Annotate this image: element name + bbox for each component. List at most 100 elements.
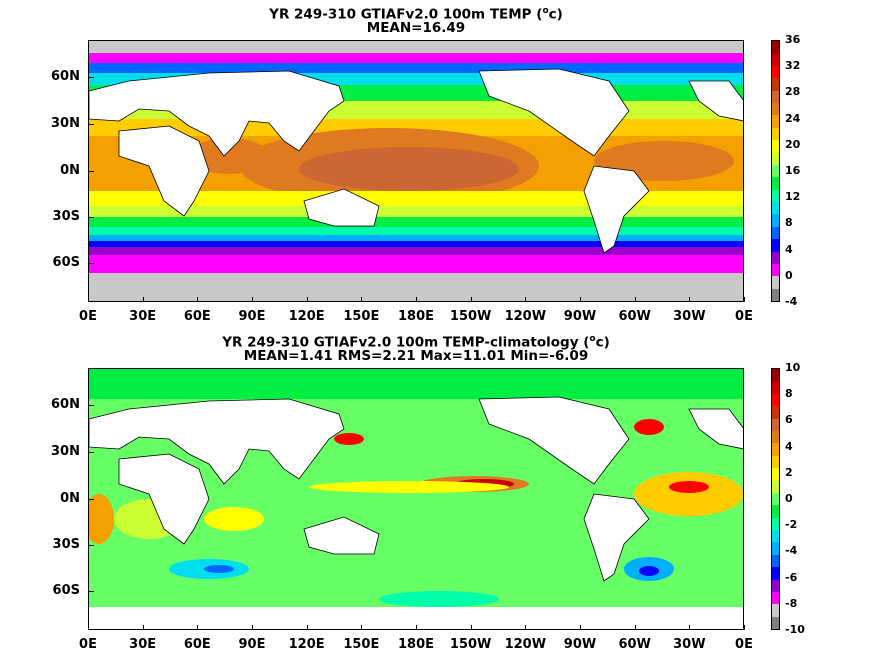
colorbar-tick-label: 8 (785, 216, 793, 230)
lon-label: 0E (735, 309, 753, 324)
lon-tick (252, 297, 253, 302)
lat-tick (88, 452, 94, 453)
lon-label: 90E (238, 309, 266, 324)
lon-tick (306, 297, 308, 302)
lat-tick (88, 124, 94, 125)
lat-label: 60N (51, 69, 80, 84)
lat-label: 30N (51, 116, 80, 131)
lat-tick (88, 77, 94, 78)
lon-label: 60W (618, 309, 651, 324)
lon-label: 60E (183, 309, 211, 324)
lon-label: 150W (449, 637, 492, 652)
lon-label: 180E (397, 309, 435, 324)
colorbar-tick-label: -4 (785, 544, 798, 558)
colorbar-tick-label: 4 (785, 242, 793, 256)
lon-tick (470, 625, 472, 630)
lon-label: 30W (673, 637, 706, 652)
lon-tick (361, 625, 363, 630)
lon-label: 0E (735, 637, 753, 652)
lat-tick (88, 499, 94, 500)
anomaly-colorbar (771, 368, 780, 630)
colorbar-tick-label: 10 (785, 361, 801, 374)
lat-tick (88, 217, 94, 218)
lon-label: 30W (673, 309, 706, 324)
lon-label: 90W (563, 309, 597, 324)
lat-tick (88, 545, 94, 546)
colorbar-tick-label: 6 (785, 413, 793, 427)
lon-tick (197, 297, 199, 302)
lon-tick (88, 625, 89, 630)
lon-tick (689, 625, 691, 630)
lon-label: 150W (449, 309, 492, 324)
lat-tick (88, 591, 94, 592)
lat-label: 0N (60, 491, 80, 506)
lon-label: 30E (129, 309, 157, 324)
panel2-title: YR 249-310 GTIAFv2.0 100m TEMP-climatolo… (222, 334, 610, 351)
colorbar-tick-label: 0 (785, 268, 793, 282)
lon-label: 60E (183, 637, 211, 652)
colorbar-tick-label: 12 (785, 190, 801, 204)
lon-tick (580, 297, 581, 302)
lat-tick (88, 405, 94, 406)
colorbar-tick-label: 2 (785, 465, 793, 479)
lat-label: 60S (52, 583, 80, 598)
lon-label: 150E (343, 637, 380, 652)
lon-label: 120E (288, 309, 325, 324)
lon-tick (142, 625, 144, 630)
lon-tick (306, 625, 308, 630)
colorbar-tick-label: -4 (785, 295, 798, 308)
lon-tick (744, 625, 745, 630)
lon-label: 120E (288, 637, 325, 652)
lon-tick (416, 297, 417, 302)
panel1-subtitle: MEAN=16.49 (366, 20, 466, 36)
lat-label: 30S (52, 537, 80, 552)
colorbar-tick-label: 16 (785, 164, 801, 177)
lon-tick (525, 625, 527, 630)
colorbar-tick-label: -8 (785, 596, 798, 610)
lon-label: 120W (504, 637, 547, 652)
lat-tick (88, 263, 94, 264)
colorbar-tick-label: 32 (785, 59, 801, 73)
colorbar-tick-label: 8 (785, 387, 793, 401)
lon-label: 120W (504, 309, 547, 324)
panel1-title: YR 249-310 GTIAFv2.0 100m TEMP (oc) (269, 6, 563, 23)
lon-tick (361, 297, 363, 302)
anomaly-map (88, 368, 744, 630)
anomaly-map-field (89, 369, 743, 629)
colorbar-tick-label: -10 (785, 623, 805, 636)
panel2-subtitle: MEAN=1.41 RMS=2.21 Max=11.01 Min=-6.09 (243, 348, 589, 364)
lat-label: 60S (52, 255, 80, 270)
lon-label: 90E (238, 637, 266, 652)
lat-label: 60N (51, 397, 80, 412)
lat-tick (88, 171, 94, 172)
lat-label: 0N (60, 163, 80, 178)
lat-label: 30N (51, 444, 80, 459)
lon-tick (634, 297, 636, 302)
colorbar-tick-label: 20 (785, 137, 801, 151)
lon-label: 30E (129, 637, 157, 652)
lon-label: 90W (563, 637, 597, 652)
lat-label: 30S (52, 209, 80, 224)
colorbar-tick-label: 24 (785, 111, 801, 125)
lon-label: 150E (343, 309, 380, 324)
colorbar-tick-label: 4 (785, 439, 793, 453)
lon-tick (142, 297, 144, 302)
lon-tick (252, 625, 253, 630)
temperature-map (88, 40, 744, 302)
lon-tick (634, 625, 636, 630)
colorbar-tick-label: 0 (785, 492, 793, 505)
lon-label: 0E (79, 309, 97, 324)
lon-tick (525, 297, 527, 302)
lon-label: 60W (618, 637, 651, 652)
lon-tick (197, 625, 199, 630)
lon-tick (744, 297, 745, 302)
lon-tick (689, 297, 691, 302)
temperature-map-field (89, 41, 743, 301)
lon-label: 0E (79, 637, 97, 652)
lon-label: 180E (397, 637, 435, 652)
lon-tick (470, 297, 472, 302)
colorbar-tick-label: -2 (785, 518, 798, 532)
colorbar-tick-label: -6 (785, 570, 798, 584)
lon-tick (416, 625, 417, 630)
colorbar-tick-label: 28 (785, 85, 801, 99)
